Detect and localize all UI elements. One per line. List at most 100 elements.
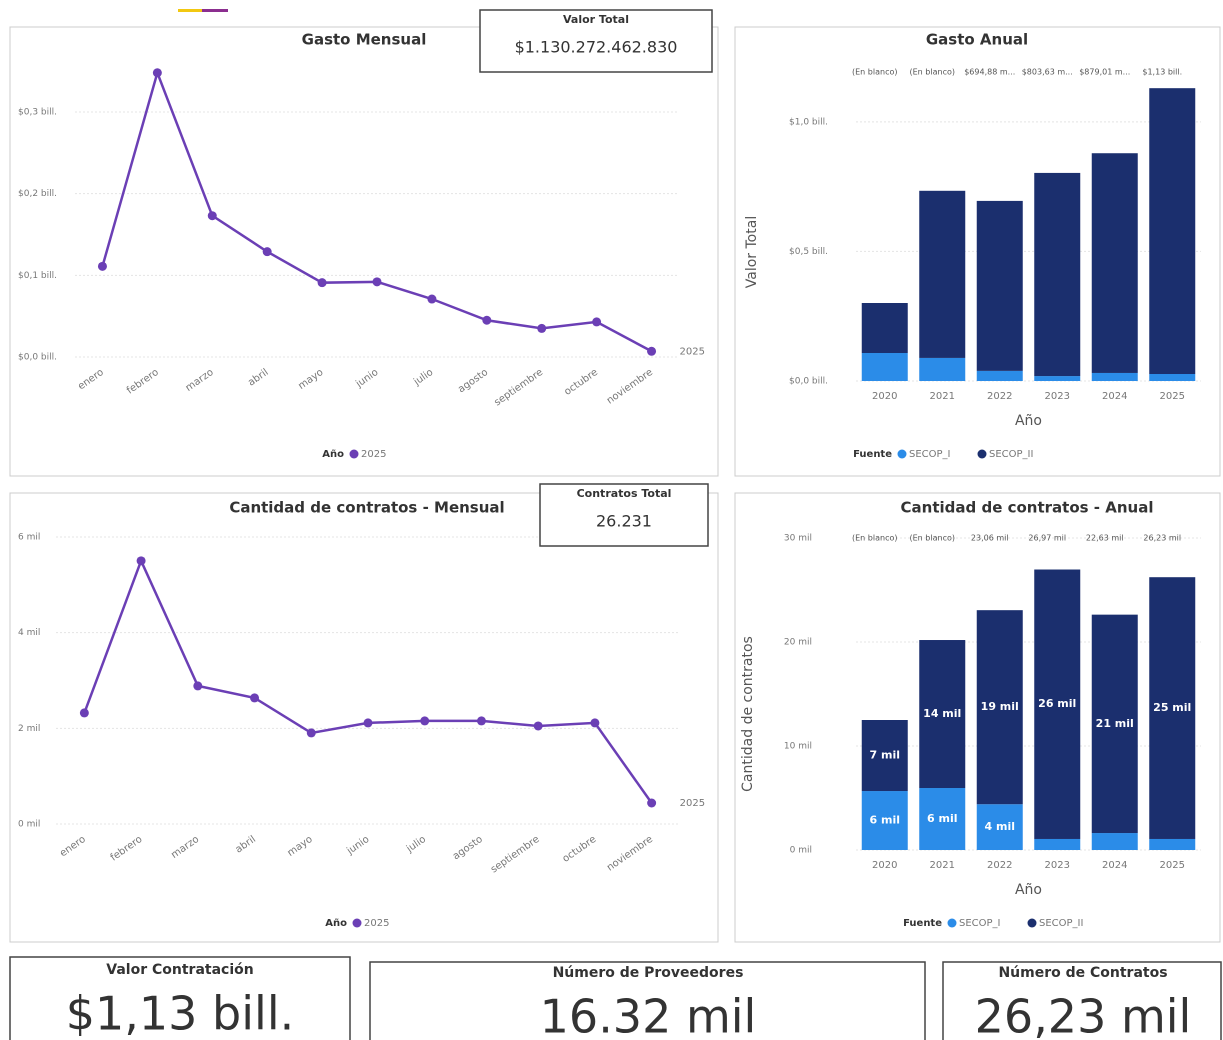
x-tick-label: 2021: [930, 860, 955, 871]
point: [79, 708, 89, 718]
value-label: 26 mil: [1038, 697, 1076, 710]
bar-segment: [976, 610, 1023, 805]
x-tick-label: 2023: [1045, 860, 1070, 871]
legend-label: SECOP_II: [989, 449, 1033, 460]
y-tick-label: $0,0 bill.: [18, 353, 57, 363]
legend-swatch: [349, 449, 359, 459]
card-title: Valor Total: [563, 13, 629, 26]
point: [590, 718, 600, 728]
point: [262, 247, 272, 257]
point: [372, 277, 382, 287]
kpi-card: [479, 9, 713, 73]
legend-title: Fuente: [853, 449, 892, 460]
card-title: Contratos Total: [577, 487, 672, 500]
legend-label: 2025: [364, 918, 389, 929]
point: [533, 721, 543, 731]
total-label: (En blanco): [852, 68, 897, 77]
x-tick-label: 2023: [1045, 391, 1070, 402]
y-tick-label: 4 mil: [18, 628, 40, 638]
value-label: 25 mil: [1153, 701, 1191, 714]
y-axis-title: Valor Total: [744, 216, 760, 288]
point: [476, 716, 486, 726]
x-tick-label: 2025: [1160, 391, 1185, 402]
legend-title: Fuente: [903, 918, 942, 929]
legend-label: 2025: [361, 449, 386, 460]
bar-segment: [861, 720, 908, 792]
card-value: $1.130.272.462.830: [515, 38, 678, 57]
point: [136, 556, 146, 566]
bar-segment: [1091, 153, 1138, 373]
card-value: $1,13 bill.: [66, 987, 294, 1040]
y-tick-label: $1,0 bill.: [789, 117, 828, 127]
bar-segment: [919, 640, 966, 789]
value-label: 6 mil: [927, 812, 958, 825]
bar-segment: [1091, 614, 1138, 834]
bar-segment: [1149, 88, 1196, 375]
total-label: $803,63 m...: [1022, 68, 1073, 77]
point: [317, 278, 327, 288]
point: [647, 798, 657, 808]
x-axis-title: Año: [1015, 413, 1042, 429]
y-tick-label: $0,2 bill.: [18, 189, 57, 199]
y-tick-label: $0,1 bill.: [18, 271, 57, 281]
bar-segment: [1034, 569, 1081, 839]
total-label: 22,63 mil: [1086, 534, 1124, 543]
chart-title: Gasto Anual: [926, 31, 1028, 49]
legend-label: SECOP_I: [959, 918, 1001, 929]
bar-segment: [1034, 838, 1081, 850]
total-label: $1,13 bill.: [1142, 68, 1182, 77]
x-tick-label: 2025: [1160, 860, 1185, 871]
card-title: Valor Contratación: [106, 962, 253, 978]
y-tick-label: $0,5 bill.: [789, 247, 828, 257]
card-value: 26,23 mil: [975, 990, 1192, 1040]
chart-title: Cantidad de contratos - Mensual: [229, 499, 504, 517]
bar-segment: [1149, 577, 1196, 839]
bar-segment: [861, 353, 908, 381]
y-tick-label: 6 mil: [18, 533, 40, 543]
card-title: Número de Contratos: [998, 965, 1167, 981]
point: [420, 716, 430, 726]
y-tick-label: $0,0 bill.: [789, 377, 828, 387]
x-axis-title: Año: [1015, 882, 1042, 898]
legend-title: Año: [322, 449, 344, 460]
bar-segment: [919, 788, 966, 850]
value-label: 21 mil: [1096, 717, 1134, 730]
kpi-card: [9, 956, 351, 1040]
y-tick-label: 0 mil: [18, 820, 40, 830]
bar-segment: [976, 370, 1023, 381]
bar-segment: [1149, 374, 1196, 381]
legend-swatch: [947, 918, 957, 928]
point: [592, 317, 602, 327]
legend-swatch: [1027, 918, 1037, 928]
point: [250, 693, 260, 703]
logo-bar: [202, 9, 228, 12]
value-label: 14 mil: [923, 707, 961, 720]
value-label: 7 mil: [870, 749, 901, 762]
y-tick-label: $0,3 bill.: [18, 108, 57, 118]
bar-segment: [861, 791, 908, 850]
x-tick-label: 2020: [872, 860, 897, 871]
x-tick-label: 2020: [872, 391, 897, 402]
card-title: Número de Proveedores: [553, 965, 744, 981]
kpi-card: [942, 961, 1222, 1040]
x-tick-label: 2021: [930, 391, 955, 402]
total-label: 26,23 mil: [1143, 534, 1181, 543]
point: [427, 294, 437, 304]
y-tick-label: 30 mil: [784, 534, 812, 544]
point: [193, 681, 203, 691]
legend-label: SECOP_I: [909, 449, 951, 460]
card-value: 26.231: [596, 512, 652, 531]
y-tick-label: 0 mil: [790, 846, 812, 856]
x-tick-label: 2024: [1102, 391, 1127, 402]
total-label: (En blanco): [910, 68, 955, 77]
legend-swatch: [977, 449, 987, 459]
bar-segment: [976, 200, 1023, 371]
point: [482, 315, 492, 325]
value-label: 19 mil: [981, 700, 1019, 713]
total-label: 23,06 mil: [971, 534, 1009, 543]
legend-title: Año: [325, 918, 347, 929]
y-tick-label: 10 mil: [784, 742, 812, 752]
legend-swatch: [897, 449, 907, 459]
total-label: (En blanco): [910, 534, 955, 543]
